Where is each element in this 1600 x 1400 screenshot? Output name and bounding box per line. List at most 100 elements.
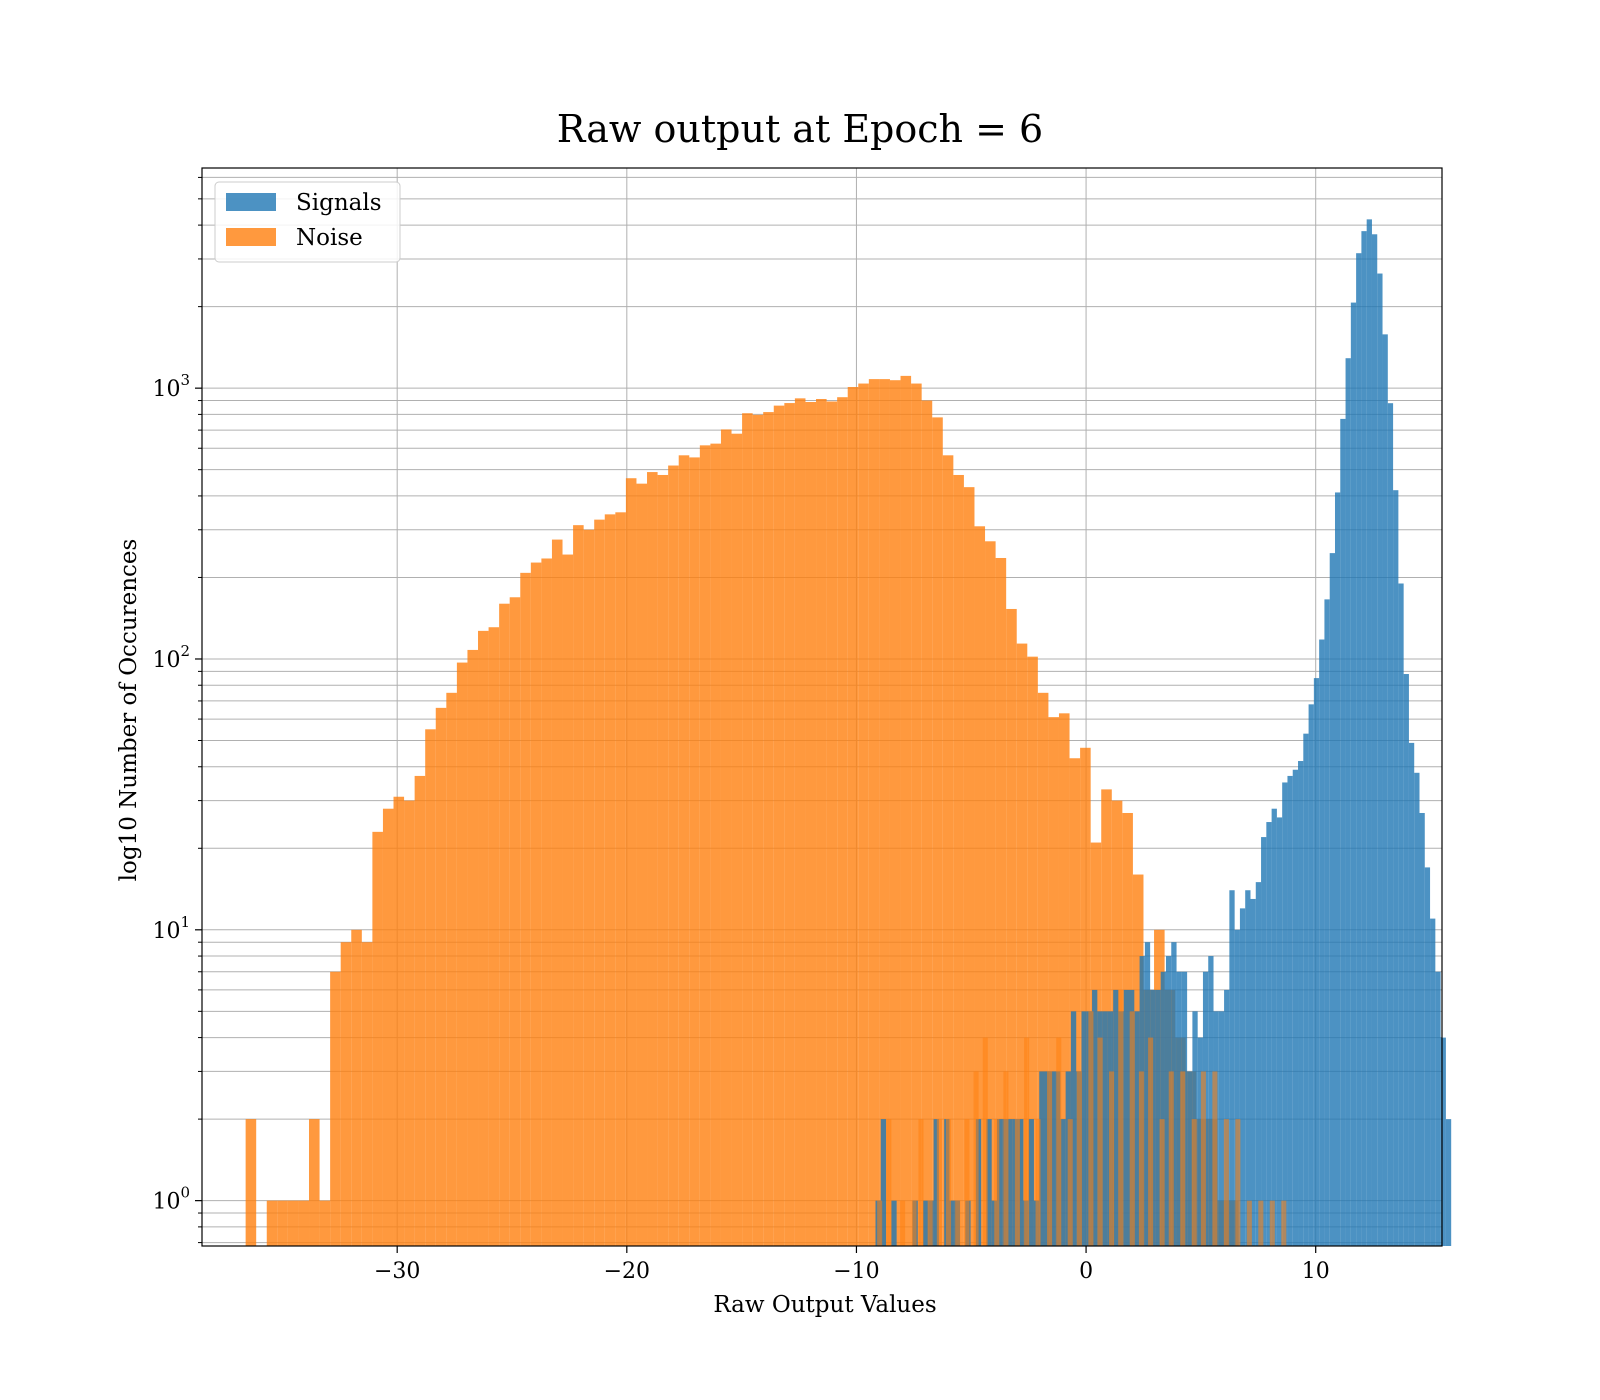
noise-overlap-bar [1088, 1011, 1094, 1246]
noise-bar [456, 662, 468, 1246]
noise-bar [340, 942, 352, 1246]
signal-bar [1313, 678, 1320, 1246]
noise-bar [245, 1119, 257, 1246]
x-tick-label: −20 [604, 1259, 650, 1284]
x-tick-label: −30 [374, 1259, 420, 1284]
signal-bar [1160, 971, 1166, 1246]
signal-bar [1234, 929, 1240, 1246]
signal-bar [1092, 989, 1098, 1246]
signal-bar [996, 1119, 1003, 1246]
noise-overlap-bar [964, 1119, 970, 1246]
signal-bar [1165, 956, 1172, 1246]
noise-overlap-bar [1281, 1200, 1287, 1246]
signal-bar [1255, 882, 1262, 1246]
plot-frame [201, 167, 1443, 1247]
noise-bar [668, 465, 679, 1246]
legend-swatch-noise [226, 228, 276, 246]
noise-bar [520, 572, 531, 1246]
signal-bar [1303, 733, 1309, 1246]
legend-label-signals: Signals [296, 190, 382, 216]
noise-bar [298, 1200, 310, 1246]
y-tick-label: 103 [152, 371, 190, 402]
noise-bar [1080, 747, 1091, 1246]
noise-overlap-bar [973, 1071, 979, 1246]
noise-bar [1048, 717, 1059, 1246]
noise-overlap-bar [994, 1119, 1000, 1246]
noise-overlap-bar [946, 1119, 952, 1246]
noise-bar [953, 474, 964, 1247]
noise-bar [361, 942, 373, 1246]
noise-bar [995, 557, 1007, 1246]
noise-bar [266, 1200, 278, 1246]
noise-bar [805, 401, 817, 1247]
signal-bar [1060, 1119, 1066, 1246]
signal-bar [1266, 822, 1272, 1246]
y-axis-label: log10 Number of Occurences [116, 539, 142, 882]
signal-bar [1028, 1119, 1034, 1246]
noise-overlap-bar [982, 1037, 988, 1246]
noise-bar [942, 455, 954, 1246]
signal-bar [1403, 674, 1409, 1246]
signal-bar [1218, 1011, 1225, 1246]
y-tick-label: 102 [152, 642, 190, 673]
noise-bar [414, 775, 426, 1246]
noise-overlap-bar [1223, 1119, 1229, 1246]
noise-bar [900, 375, 912, 1246]
signal-bar [1350, 302, 1357, 1246]
signal-bar [1224, 989, 1230, 1246]
noise-overlap-bar [1246, 1200, 1252, 1246]
noise-overlap-bar [1047, 1071, 1053, 1246]
noise-overlap-bar [1129, 1011, 1135, 1246]
noise-bar [594, 519, 605, 1246]
noise-overlap-bar [1024, 1037, 1030, 1246]
noise-bar [858, 383, 869, 1246]
noise-bar [911, 383, 922, 1246]
noise-bar [932, 417, 943, 1247]
signal-bar [1276, 817, 1283, 1246]
noise-overlap-bar [955, 1200, 961, 1246]
noise-bar [657, 474, 669, 1247]
noise-bar [678, 455, 690, 1246]
signal-bar [1408, 742, 1415, 1246]
noise-overlap-bar [1097, 1037, 1103, 1246]
noise-bar [530, 562, 542, 1246]
noise-overlap-bar [1258, 1200, 1264, 1246]
y-axis-ticks: 100 101 102 103 [152, 176, 202, 1244]
noise-bar [1016, 643, 1028, 1246]
signal-bar [1282, 782, 1288, 1246]
noise-bar [604, 514, 616, 1246]
noise-bar [1069, 758, 1081, 1246]
signal-bar [1414, 772, 1420, 1246]
signal-bar [1197, 1037, 1203, 1246]
x-tick-label: 0 [1079, 1259, 1093, 1284]
noise-bar [393, 796, 405, 1246]
noise-overlap-bar [911, 1200, 917, 1246]
x-tick-label: −10 [833, 1259, 879, 1284]
noise-overlap-bar [918, 1119, 924, 1246]
noise-bar [889, 380, 901, 1246]
signal-bar [1134, 1011, 1140, 1246]
signal-bar [1398, 583, 1404, 1246]
signal-bar [1144, 942, 1151, 1246]
y-tick-label: 100 [152, 1184, 190, 1215]
chart-title: Raw output at Epoch = 6 [557, 107, 1043, 151]
noise-bar [551, 539, 563, 1246]
noise-bar [372, 831, 383, 1246]
noise-bar [625, 478, 637, 1246]
signal-bar [1171, 942, 1177, 1246]
noise-bar [647, 472, 658, 1246]
noise-overlap-bar [1076, 1071, 1082, 1246]
noise-bar [636, 483, 648, 1246]
noise-bar [974, 526, 986, 1246]
noise-bar [319, 1200, 331, 1246]
signal-bar [933, 1119, 939, 1246]
noise-bar [446, 692, 457, 1246]
x-axis-ticks: −30 −20 −10 0 10 [374, 1246, 1330, 1284]
noise-bar [287, 1200, 299, 1246]
noise-bar [985, 541, 996, 1246]
signal-bar [1250, 898, 1256, 1246]
noise-bar [794, 398, 806, 1246]
signal-bar [986, 1119, 992, 1246]
signal-bar [1123, 989, 1130, 1246]
